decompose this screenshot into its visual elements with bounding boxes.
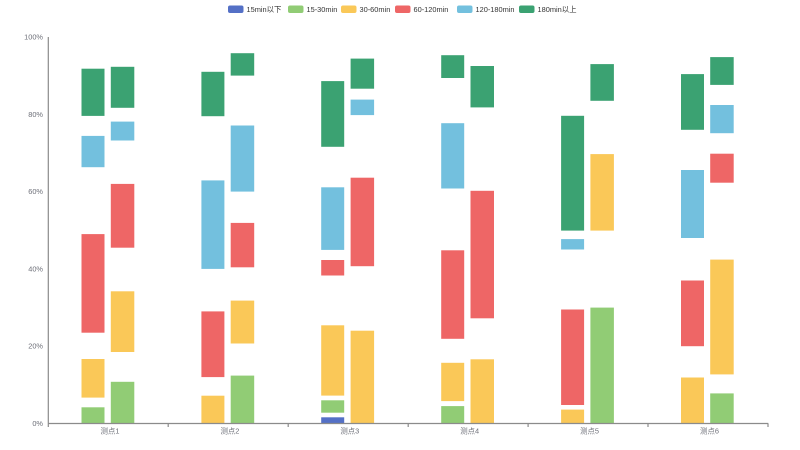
svg-text:测点3: 测点3 [340,427,359,436]
svg-text:测点5: 测点5 [580,427,599,436]
svg-text:测点6: 测点6 [700,427,719,436]
svg-text:20%: 20% [28,342,43,351]
svg-text:80%: 80% [28,110,43,119]
svg-text:测点1: 测点1 [101,427,120,436]
svg-text:30-60min: 30-60min [360,5,391,14]
svg-text:60%: 60% [28,187,43,196]
svg-text:120-180min: 120-180min [476,5,515,14]
svg-text:100%: 100% [24,33,43,42]
svg-text:测点2: 测点2 [220,427,239,436]
svg-text:15min以下: 15min以下 [247,5,282,14]
svg-text:60-120min: 60-120min [414,5,449,14]
svg-text:0%: 0% [32,419,43,428]
svg-text:40%: 40% [28,264,43,273]
svg-text:测点4: 测点4 [460,427,479,436]
svg-text:15-30min: 15-30min [307,5,338,14]
svg-text:180min以上: 180min以上 [538,5,578,14]
